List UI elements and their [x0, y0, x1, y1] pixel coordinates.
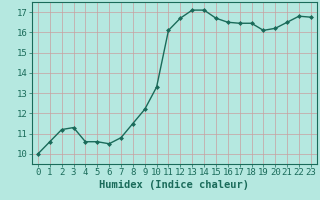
X-axis label: Humidex (Indice chaleur): Humidex (Indice chaleur) — [100, 180, 249, 190]
